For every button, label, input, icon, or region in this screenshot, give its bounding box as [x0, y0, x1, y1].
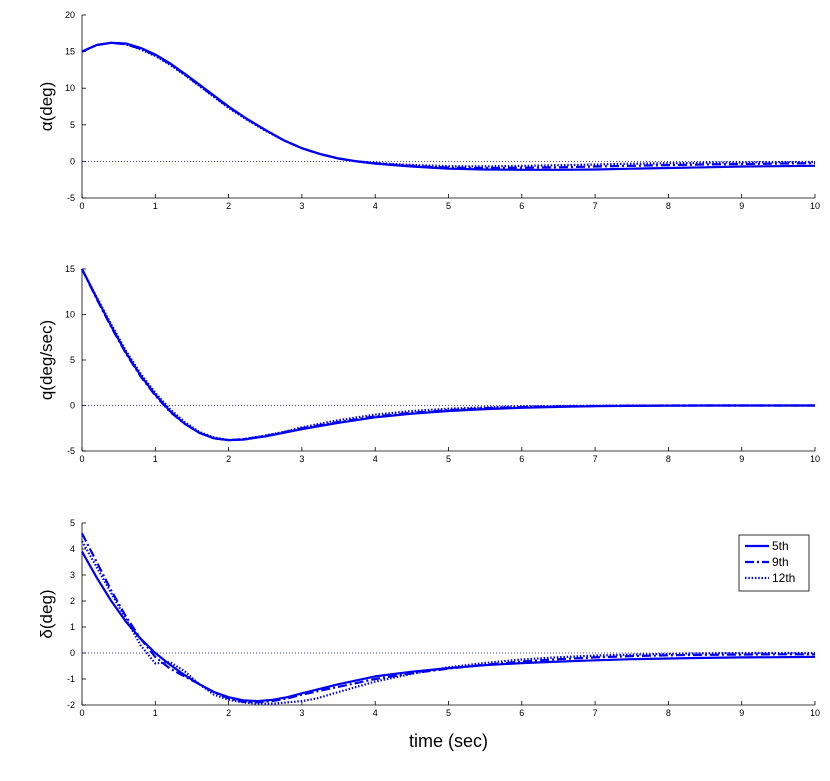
y-tick-label: 3	[70, 570, 75, 580]
x-tick-label: 3	[299, 201, 304, 211]
x-tick-label: 2	[226, 201, 231, 211]
x-axis-label: time (sec)	[409, 731, 488, 751]
x-tick-label: 7	[593, 454, 598, 464]
x-tick-label: 5	[446, 708, 451, 718]
y-tick-label: -5	[67, 446, 75, 456]
y-tick-label: 5	[70, 518, 75, 528]
y-tick-label: 5	[70, 355, 75, 365]
y-tick-label: 10	[65, 83, 75, 93]
y-tick-label: 4	[70, 544, 75, 554]
series-line-dashdot	[81, 41, 816, 170]
x-tick-label: 7	[593, 201, 598, 211]
legend-label: 9th	[772, 555, 789, 569]
x-tick-label: 0	[79, 454, 84, 464]
series-line-dashdot	[81, 532, 815, 704]
y-tick-label: 15	[65, 47, 75, 57]
x-tick-label: 0	[79, 201, 84, 211]
x-tick-label: 6	[519, 201, 524, 211]
legend-label: 12th	[772, 571, 795, 585]
series-line-solid	[81, 268, 815, 442]
x-tick-label: 2	[226, 708, 231, 718]
y-tick-label: -2	[67, 700, 75, 710]
x-tick-label: 5	[446, 201, 451, 211]
x-tick-label: 4	[373, 454, 378, 464]
x-tick-label: 4	[373, 708, 378, 718]
series-line-solid	[81, 41, 816, 171]
x-tick-label: 6	[519, 708, 524, 718]
y-tick-label: 1	[70, 622, 75, 632]
y-tick-label: 5	[70, 120, 75, 130]
series-line-dotted	[81, 41, 816, 168]
x-tick-label: 10	[810, 708, 820, 718]
x-tick-label: 7	[593, 708, 598, 718]
x-tick-label: 9	[739, 201, 744, 211]
x-tick-label: 8	[666, 201, 671, 211]
y-tick-label: 10	[65, 310, 75, 320]
x-tick-label: 0	[79, 708, 84, 718]
x-tick-label: 4	[373, 201, 378, 211]
y-tick-label: 15	[65, 264, 75, 274]
y-axis-label: q(deg/sec)	[37, 320, 56, 400]
series-line-dotted	[81, 268, 815, 442]
x-tick-label: 6	[519, 454, 524, 464]
x-tick-label: 5	[446, 454, 451, 464]
x-tick-label: 2	[226, 454, 231, 464]
y-tick-label: 20	[65, 10, 75, 20]
y-tick-label: 2	[70, 596, 75, 606]
x-tick-label: 8	[666, 708, 671, 718]
legend-label: 5th	[772, 539, 789, 553]
y-axis-label: δ(deg)	[37, 589, 56, 638]
y-tick-label: 0	[70, 648, 75, 658]
x-tick-label: 1	[153, 454, 158, 464]
y-tick-label: -1	[67, 674, 75, 684]
x-tick-label: 3	[299, 454, 304, 464]
x-tick-label: 9	[739, 708, 744, 718]
y-tick-label: 0	[70, 401, 75, 411]
x-tick-label: 8	[666, 454, 671, 464]
x-tick-label: 10	[810, 201, 820, 211]
x-tick-label: 1	[153, 708, 158, 718]
series-line-dashdot	[81, 268, 815, 442]
y-axis-label: α(deg)	[37, 82, 56, 132]
series-line-solid	[81, 551, 816, 703]
series-line-dotted	[81, 540, 815, 705]
x-tick-label: 10	[810, 454, 820, 464]
x-tick-label: 9	[739, 454, 744, 464]
x-tick-label: 3	[299, 708, 304, 718]
y-tick-label: -5	[67, 193, 75, 203]
x-tick-label: 1	[153, 201, 158, 211]
y-tick-label: 0	[70, 156, 75, 166]
